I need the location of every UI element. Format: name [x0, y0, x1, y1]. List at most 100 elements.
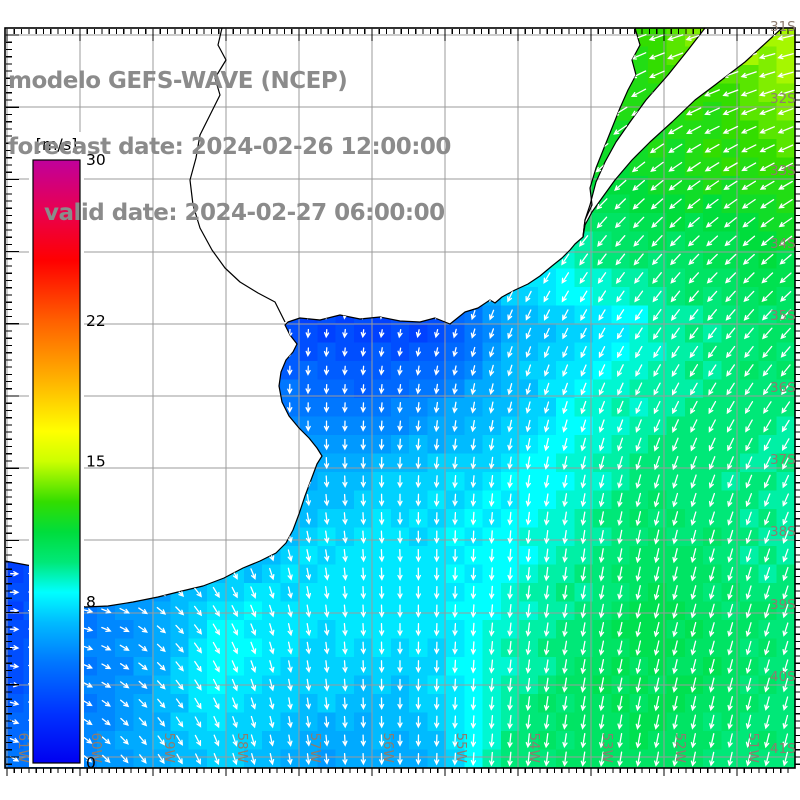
- wind-arrow: [213, 143, 219, 155]
- wind-arrow: [507, 327, 513, 340]
- wind-arrow: [724, 253, 737, 265]
- wind-arrow: [85, 124, 91, 136]
- wind-arrow: [451, 198, 459, 210]
- wind-arrow: [397, 161, 403, 173]
- wind-arrow: [103, 235, 109, 247]
- wind-arrow: [759, 126, 775, 134]
- wind-arrow: [397, 291, 403, 302]
- wind-arrow: [176, 105, 183, 118]
- wind-arrow: [433, 253, 440, 266]
- wind-arrow: [213, 273, 219, 284]
- wind-arrow: [85, 198, 91, 210]
- wind-arrow: [612, 33, 629, 42]
- lon-label: 51W: [745, 732, 761, 763]
- wind-arrow: [703, 34, 721, 41]
- wind-arrow: [525, 346, 532, 358]
- wind-arrow: [66, 68, 72, 81]
- wind-arrow: [740, 52, 757, 60]
- wind-arrow: [176, 31, 183, 44]
- wind-arrow: [415, 198, 422, 210]
- wind-arrow: [342, 235, 348, 247]
- wind-arrow: [632, 198, 645, 210]
- wind-arrow: [378, 254, 385, 266]
- wind-arrow: [433, 161, 440, 173]
- wind-arrow: [542, 198, 552, 210]
- wind-arrow: [323, 180, 329, 192]
- wind-arrow: [103, 328, 109, 339]
- wind-arrow: [103, 143, 109, 155]
- wind-arrow: [648, 34, 665, 41]
- wind-arrow: [103, 273, 109, 284]
- wind-arrow: [323, 31, 329, 44]
- wind-arrow: [397, 272, 403, 284]
- wind-arrow: [305, 124, 311, 136]
- wind-arrow: [305, 273, 311, 284]
- wind-arrow: [360, 105, 366, 118]
- wind-arrow: [648, 70, 665, 79]
- wind-arrow: [378, 124, 385, 136]
- wind-arrow: [11, 235, 17, 247]
- lat-label: 34S: [770, 236, 796, 252]
- wind-arrow: [140, 310, 146, 321]
- wind-arrow: [378, 198, 384, 210]
- wind-arrow: [232, 291, 238, 302]
- lat-label: 36S: [770, 380, 796, 396]
- wind-arrow: [707, 309, 718, 321]
- wind-arrow: [121, 31, 128, 44]
- wind-arrow: [525, 309, 532, 321]
- wind-arrow: [779, 254, 792, 265]
- wind-arrow: [213, 87, 219, 99]
- wind-arrow: [85, 50, 91, 62]
- wind-arrow: [176, 217, 183, 228]
- wind-arrow: [631, 106, 646, 116]
- wind-arrow: [576, 106, 591, 117]
- wind-arrow: [505, 142, 516, 155]
- wind-arrow: [360, 310, 366, 320]
- wind-arrow: [176, 180, 183, 192]
- wind-arrow: [762, 327, 773, 340]
- wind-arrow: [378, 273, 385, 284]
- wind-arrow: [195, 310, 201, 321]
- wind-arrow: [596, 198, 608, 210]
- wind-arrow: [140, 254, 146, 265]
- wind-arrow: [268, 328, 275, 339]
- wind-arrow: [176, 347, 183, 358]
- wind-arrow: [121, 161, 128, 173]
- wind-arrow: [542, 235, 552, 247]
- wind-arrow: [287, 198, 293, 210]
- wind-arrow: [250, 273, 256, 283]
- wind-arrow: [85, 217, 91, 228]
- wind-arrow: [433, 105, 441, 118]
- colorbar-tick-label: 22: [86, 312, 106, 330]
- wind-arrow: [415, 105, 422, 118]
- wind-arrow: [522, 50, 535, 61]
- wind-arrow: [759, 162, 775, 171]
- wind-arrow: [415, 272, 421, 284]
- wind-arrow: [614, 179, 627, 191]
- wind-arrow: [707, 290, 718, 303]
- wind-arrow: [612, 70, 628, 79]
- wind-arrow: [743, 290, 755, 303]
- wind-arrow: [85, 87, 91, 99]
- wind-arrow: [742, 217, 756, 228]
- wind-arrow: [213, 291, 219, 302]
- wind-arrow: [433, 124, 441, 136]
- wind-arrow: [560, 235, 570, 247]
- wind-arrow: [140, 328, 146, 339]
- wind-arrow: [562, 327, 569, 340]
- wind-arrow: [305, 291, 311, 302]
- wind-arrow: [213, 310, 219, 320]
- wind-arrow: [213, 124, 219, 136]
- wind-arrow: [378, 68, 385, 81]
- wind-arrow: [557, 33, 573, 42]
- wind-arrow: [525, 290, 532, 303]
- wind-arrow: [378, 87, 385, 100]
- wind-arrow: [121, 105, 128, 118]
- wind-arrow: [85, 347, 91, 358]
- wind-arrow: [630, 88, 647, 97]
- wind-arrow: [705, 198, 719, 209]
- wind-arrow: [176, 198, 183, 210]
- wind-arrow: [286, 31, 293, 44]
- wind-arrow: [759, 180, 775, 190]
- wind-arrow: [29, 50, 36, 62]
